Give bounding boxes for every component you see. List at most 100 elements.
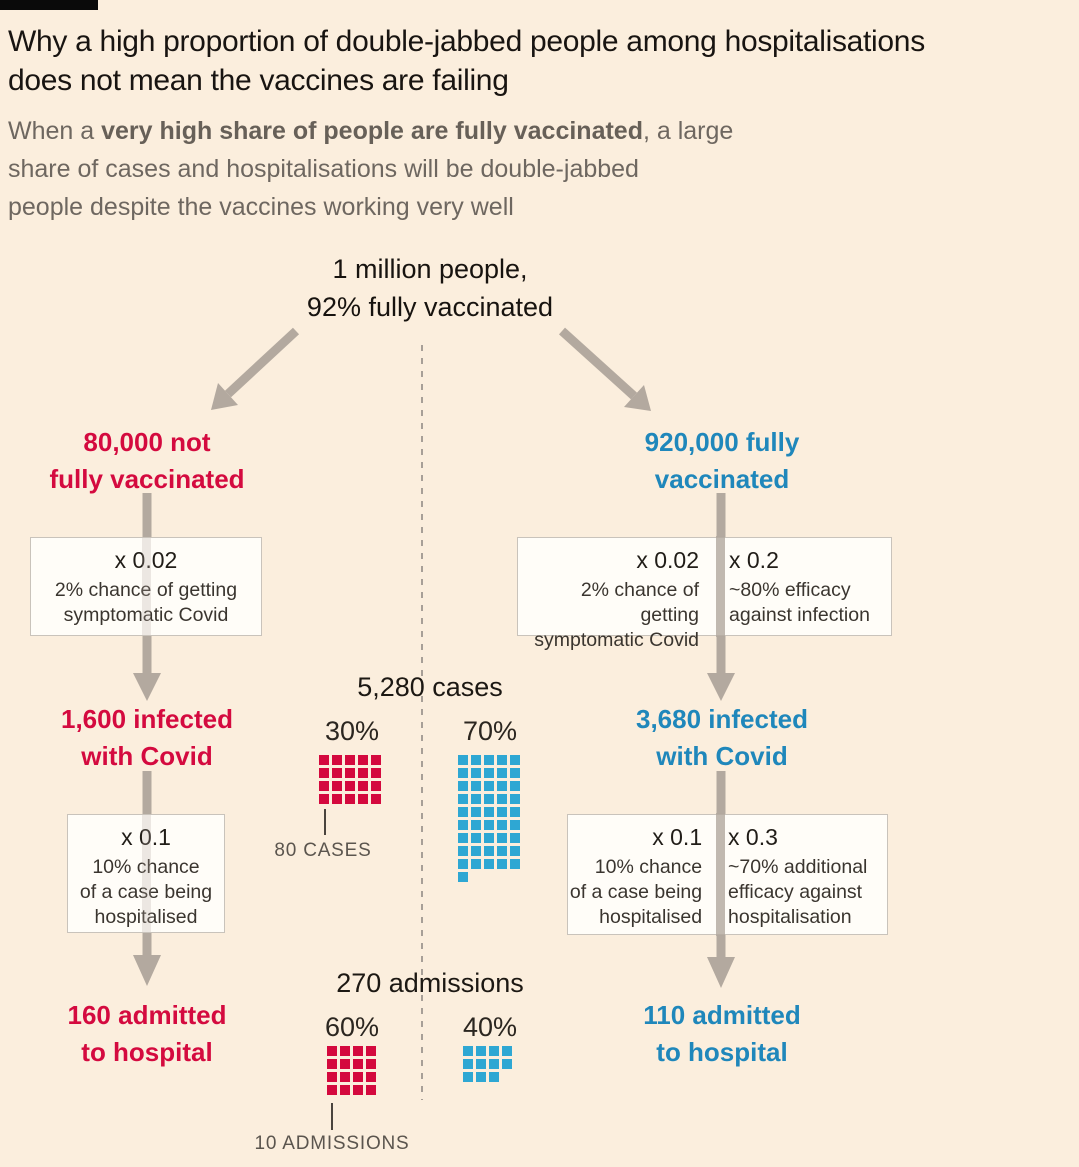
factor-value: x 0.1 xyxy=(652,824,703,850)
waffle-square xyxy=(476,1046,486,1056)
factor-description: against infection xyxy=(729,604,870,626)
node-line: vaccinated xyxy=(654,464,790,494)
right-node-infected: 3,680 infected with Covid xyxy=(602,701,842,775)
cases-waffle-vaccinated xyxy=(458,755,520,882)
left-factor-box-hospitalisation: x 0.1 10% chance of a case being hospita… xyxy=(67,814,225,933)
node-line: 1,600 infected xyxy=(61,704,233,734)
title-line-2: does not mean the vaccines are failing xyxy=(8,64,509,97)
subtitle-text: , a large xyxy=(642,117,734,145)
waffle-square xyxy=(358,781,368,791)
waffle-square xyxy=(489,1046,499,1056)
waffle-square xyxy=(371,781,381,791)
waffle-square xyxy=(353,1072,363,1082)
admissions-chart-title: 270 admissions xyxy=(336,968,524,998)
waffle-square xyxy=(463,1059,473,1069)
waffle-square xyxy=(366,1085,376,1095)
waffle-square xyxy=(484,755,494,765)
waffle-square xyxy=(319,781,329,791)
waffle-square xyxy=(471,859,481,869)
factor-value: x 0.02 xyxy=(114,547,178,573)
waffle-square xyxy=(319,794,329,804)
waffle-square xyxy=(358,794,368,804)
node-line: 3,680 infected xyxy=(636,704,808,734)
waffle-square xyxy=(332,781,342,791)
waffle-square xyxy=(471,768,481,778)
waffle-square xyxy=(458,807,468,817)
waffle-square xyxy=(476,1072,486,1082)
factor-description: of a case being xyxy=(569,881,703,903)
waffle-square xyxy=(319,768,329,778)
waffle-square xyxy=(471,820,481,830)
right-factor-box-hospitalisation: x 0.1 10% chance of a case being hospita… xyxy=(567,814,888,935)
node-line: 160 admitted xyxy=(67,1000,227,1030)
waffle-square xyxy=(484,859,494,869)
waffle-square xyxy=(510,755,520,765)
factor-description: 10% chance xyxy=(594,856,703,878)
waffle-square xyxy=(327,1046,337,1056)
waffle-square xyxy=(458,820,468,830)
waffle-square xyxy=(327,1059,337,1069)
waffle-square xyxy=(353,1059,363,1069)
factor-description: ~80% efficacy xyxy=(729,579,851,601)
waffle-square xyxy=(502,1046,512,1056)
factor-box-left-column: x 0.1 10% chance of a case being hospita… xyxy=(568,824,716,934)
waffle-square xyxy=(510,820,520,830)
admissions-waffle-unvaccinated xyxy=(327,1046,376,1095)
waffle-square xyxy=(484,833,494,843)
waffle-square xyxy=(366,1072,376,1082)
subtitle-line-1: When a very high share of people are ful… xyxy=(8,112,888,150)
node-line: 920,000 fully xyxy=(644,427,800,457)
title-line-1: Why a high proportion of double-jabbed p… xyxy=(8,25,925,58)
waffle-square xyxy=(471,755,481,765)
waffle-square xyxy=(458,872,468,882)
waffle-square xyxy=(366,1059,376,1069)
split-arrow-right-icon xyxy=(558,327,651,411)
waffle-square xyxy=(458,846,468,856)
left-node-not-vaccinated: 80,000 not fully vaccinated xyxy=(27,424,267,498)
admissions-waffle-vaccinated xyxy=(463,1046,512,1082)
waffle-square xyxy=(484,768,494,778)
waffle-square xyxy=(471,846,481,856)
left-node-admitted: 160 admitted to hospital xyxy=(27,997,267,1071)
right-node-vaccinated: 920,000 fully vaccinated xyxy=(602,424,842,498)
factor-value: x 0.2 xyxy=(729,547,779,573)
waffle-square xyxy=(510,833,520,843)
waffle-square xyxy=(497,846,507,856)
node-line: fully vaccinated xyxy=(49,464,245,494)
factor-box-right-column: x 0.2 ~80% efficacy against infection xyxy=(729,547,889,635)
waffle-square xyxy=(458,755,468,765)
waffle-square xyxy=(497,833,507,843)
ft-brand-bar xyxy=(0,0,98,10)
subtitle: When a very high share of people are ful… xyxy=(8,112,888,226)
factor-description: hospitalisation xyxy=(728,906,852,928)
waffle-square xyxy=(484,846,494,856)
waffle-square xyxy=(510,781,520,791)
waffle-square xyxy=(345,768,355,778)
factor-description: hospitalised xyxy=(94,906,198,928)
arrow-through-box xyxy=(716,536,725,637)
waffle-square xyxy=(497,755,507,765)
factor-description: efficacy against xyxy=(728,881,863,903)
root-node-line-2: 92% fully vaccinated xyxy=(306,292,554,322)
factor-description: ~70% additional xyxy=(728,856,868,878)
waffle-square xyxy=(471,833,481,843)
waffle-square xyxy=(345,794,355,804)
waffle-square xyxy=(497,781,507,791)
waffle-square xyxy=(345,755,355,765)
waffle-square xyxy=(510,807,520,817)
subtitle-line-3: people despite the vaccines working very… xyxy=(8,193,514,221)
waffle-square xyxy=(340,1046,350,1056)
waffle-square xyxy=(484,781,494,791)
waffle-square xyxy=(471,781,481,791)
node-line: to hospital xyxy=(656,1037,788,1067)
root-node-line-1: 1 million people, xyxy=(332,254,528,284)
factor-box-right-column: x 0.3 ~70% additional efficacy against h… xyxy=(728,824,887,934)
admissions-share-vaccinated: 40% xyxy=(462,1012,518,1042)
factor-description: 2% chance of getting xyxy=(54,579,238,601)
waffle-square xyxy=(489,1059,499,1069)
waffle-square xyxy=(502,1059,512,1069)
subtitle-bold-text: very high share of people are fully vacc… xyxy=(101,117,643,145)
waffle-square xyxy=(319,755,329,765)
waffle-square xyxy=(458,794,468,804)
cases-chart-title: 5,280 cases xyxy=(357,672,503,702)
